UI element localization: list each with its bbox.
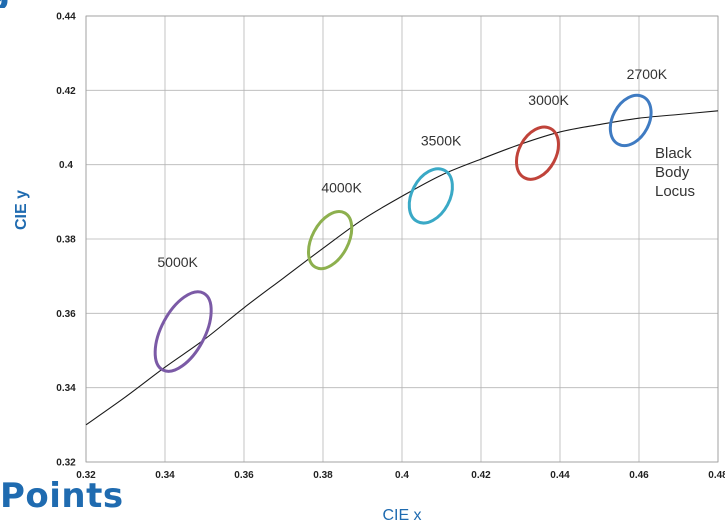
cropped-section-title: Points [0,476,124,516]
cct-ellipse-2700k [608,93,653,148]
x-axis-title: CIE x [382,507,421,524]
locus-label-line: Body [655,164,690,181]
cct-label-3500k: 3500K [421,132,462,148]
x-tick-label: 0.38 [313,470,333,481]
x-tick-label: 0.42 [471,470,491,481]
y-tick-label: 0.42 [56,86,76,97]
cct-ellipse-5000k [153,290,213,373]
cct-label-3000k: 3000K [528,92,569,108]
x-tick-label: 0.46 [629,470,649,481]
y-axis-title: CIE y [13,190,30,230]
cct-label-4000k: 4000K [321,180,362,196]
cct-label-5000k: 5000K [157,254,198,270]
cct-ellipse-4000k [306,210,354,271]
y-tick-label: 0.32 [56,458,76,469]
x-tick-label: 0.36 [234,470,254,481]
x-tick-label: 0.44 [550,470,570,481]
locus-label-line: Black [655,145,692,162]
x-tick-label: 0.4 [395,470,409,481]
y-tick-label: 0.36 [56,309,76,320]
y-tick-label: 0.4 [59,160,73,171]
cct-ellipse-3500k [407,167,454,225]
x-tick-label: 0.32 [76,470,96,481]
y-tick-label: 0.34 [56,383,76,394]
cct-label-2700k: 2700K [627,66,668,82]
y-tick-label: 0.44 [56,12,76,23]
plot-area-border [85,15,719,463]
cropped-heading-fragment: g [0,0,12,8]
x-tick-label: 0.34 [155,470,175,481]
locus-label-line: Locus [655,183,695,200]
x-tick-label: 0.48 [708,470,725,481]
y-tick-label: 0.38 [56,235,76,246]
cct-ellipse-3000k [515,125,560,181]
